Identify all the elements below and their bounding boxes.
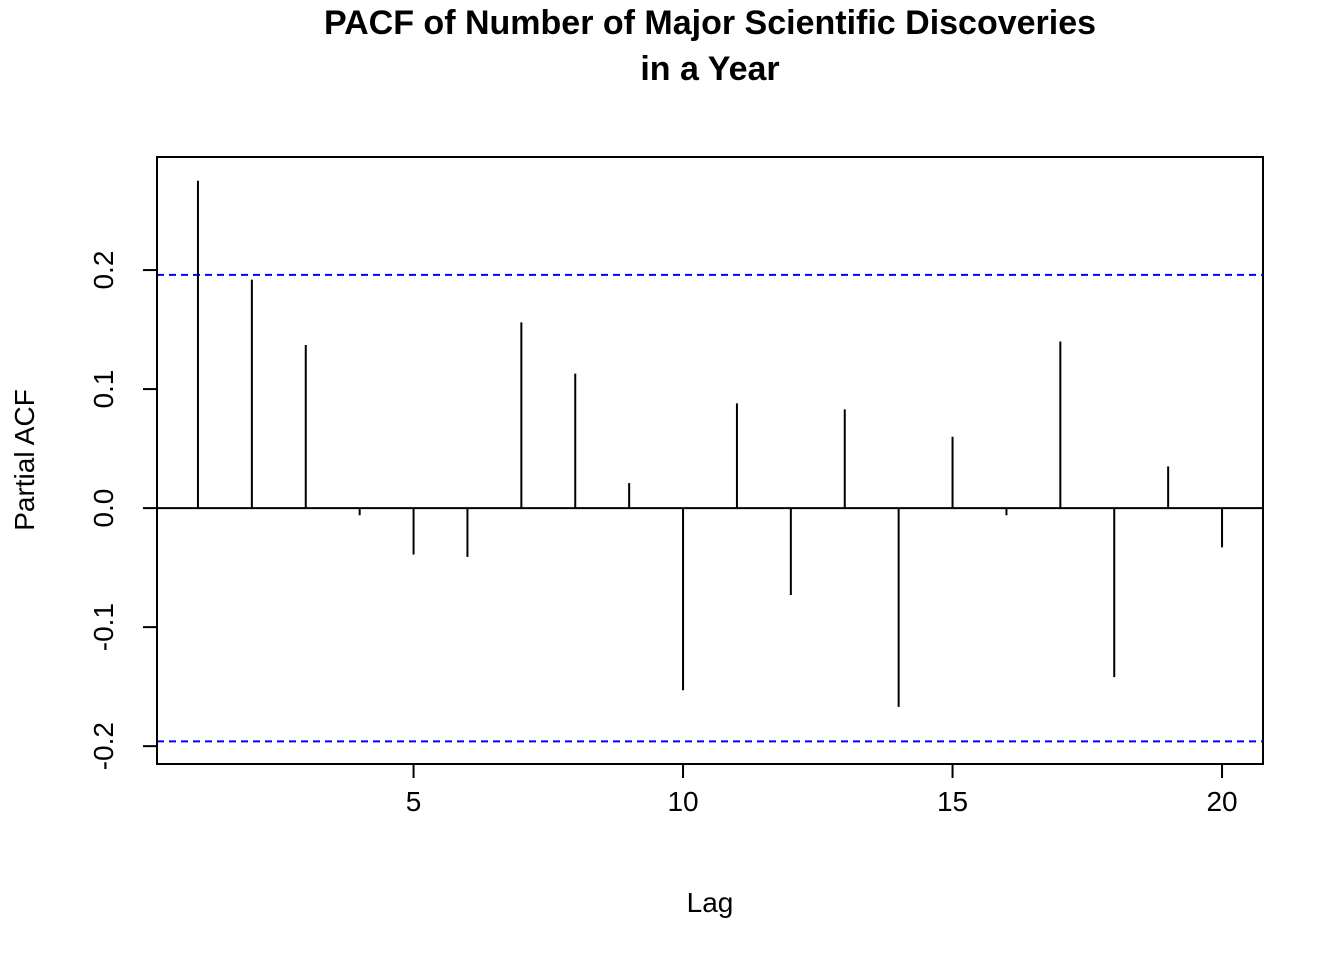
y-tick-label-4: 0.2 bbox=[88, 251, 119, 290]
x-tick-label-20: 20 bbox=[1206, 786, 1237, 817]
y-axis-label: Partial ACF bbox=[9, 389, 40, 531]
x-tick-label-15: 15 bbox=[937, 786, 968, 817]
x-axis: 5 10 15 20 bbox=[406, 764, 1238, 817]
y-tick-label-0: -0.2 bbox=[88, 722, 119, 770]
plot-frame bbox=[156, 156, 1264, 765]
pacf-bars bbox=[157, 180, 1263, 707]
y-tick-label-2: 0.0 bbox=[88, 489, 119, 528]
confidence-bounds bbox=[157, 273, 1263, 743]
chart-title-line-1: PACF of Number of Major Scientific Disco… bbox=[324, 4, 1096, 42]
y-tick-label-3: 0.1 bbox=[88, 370, 119, 409]
x-tick-label-10: 10 bbox=[667, 786, 698, 817]
chart-title-line-2: in a Year bbox=[640, 50, 779, 88]
y-tick-label-1: -0.1 bbox=[88, 603, 119, 651]
x-tick-label-5: 5 bbox=[406, 786, 422, 817]
y-axis: -0.2 -0.1 0.0 0.1 0.2 bbox=[88, 251, 158, 770]
x-axis-label: Lag bbox=[687, 887, 734, 918]
